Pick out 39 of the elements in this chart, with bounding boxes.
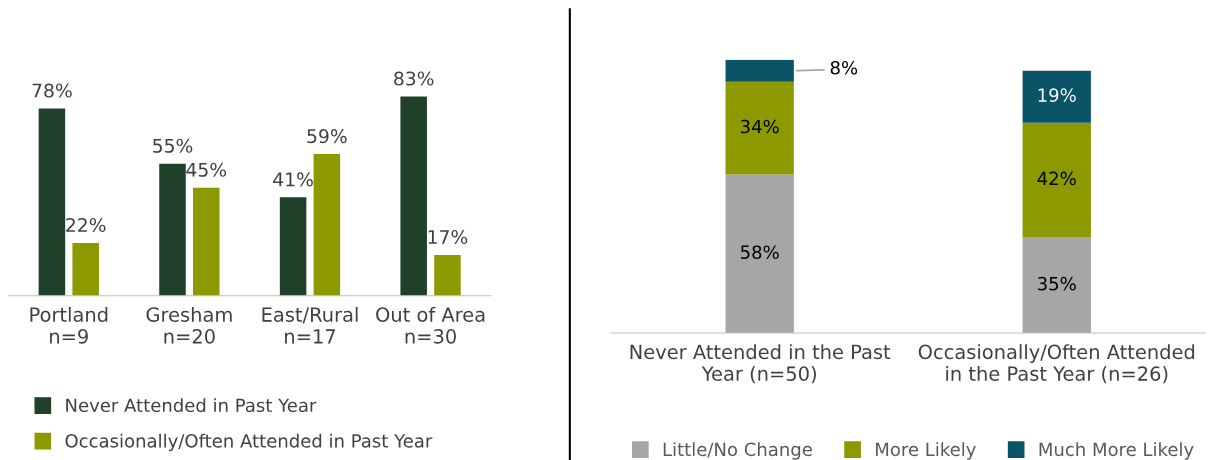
x-tick-label: Never Attended in the Past Year (n=50) bbox=[630, 344, 891, 384]
data-label: 19% bbox=[1038, 88, 1076, 102]
bar bbox=[725, 81, 794, 175]
data-label: 42% bbox=[1037, 171, 1076, 186]
bar bbox=[313, 154, 341, 296]
x-tick-label: Out of Area n=30 bbox=[376, 306, 485, 344]
data-label: 17% bbox=[428, 229, 468, 245]
bar bbox=[400, 96, 427, 296]
bar bbox=[1022, 70, 1091, 123]
bar bbox=[279, 197, 307, 296]
legend-label: More Likely bbox=[876, 442, 976, 460]
data-label: 58% bbox=[741, 245, 779, 260]
data-label: 55% bbox=[153, 138, 193, 153]
x-tick-label: Gresham n=20 bbox=[146, 306, 232, 344]
legend-label: Never Attended in Past Year bbox=[66, 398, 317, 413]
bar bbox=[72, 242, 99, 296]
bar bbox=[159, 163, 186, 296]
x-tick-label: East/Rural n=17 bbox=[262, 306, 358, 344]
bar bbox=[1022, 122, 1091, 238]
legend-label: Occasionally/Often Attended in Past Year bbox=[65, 433, 433, 452]
data-label: 78% bbox=[32, 83, 72, 98]
data-label: 41% bbox=[273, 172, 313, 187]
data-label: 35% bbox=[1038, 276, 1076, 291]
data-label: 83% bbox=[394, 71, 434, 86]
data-label: 45% bbox=[186, 162, 227, 177]
legend-label: Much More Likely bbox=[1039, 442, 1194, 460]
bar bbox=[725, 59, 794, 82]
x-tick-label: Portland n=9 bbox=[30, 306, 108, 344]
bar bbox=[434, 254, 461, 296]
x-tick-label: Occasionally/Often Attended in the Past Year (n=26) bbox=[918, 344, 1195, 384]
bar bbox=[38, 108, 66, 296]
bar bbox=[725, 174, 794, 334]
data-label: 34% bbox=[740, 119, 779, 134]
legend-label: Little/No Change bbox=[663, 442, 812, 460]
data-label: 8% bbox=[830, 60, 858, 75]
data-label: 22% bbox=[66, 217, 106, 233]
bar bbox=[193, 187, 220, 296]
data-label: 59% bbox=[307, 129, 347, 144]
bar bbox=[1022, 237, 1091, 334]
